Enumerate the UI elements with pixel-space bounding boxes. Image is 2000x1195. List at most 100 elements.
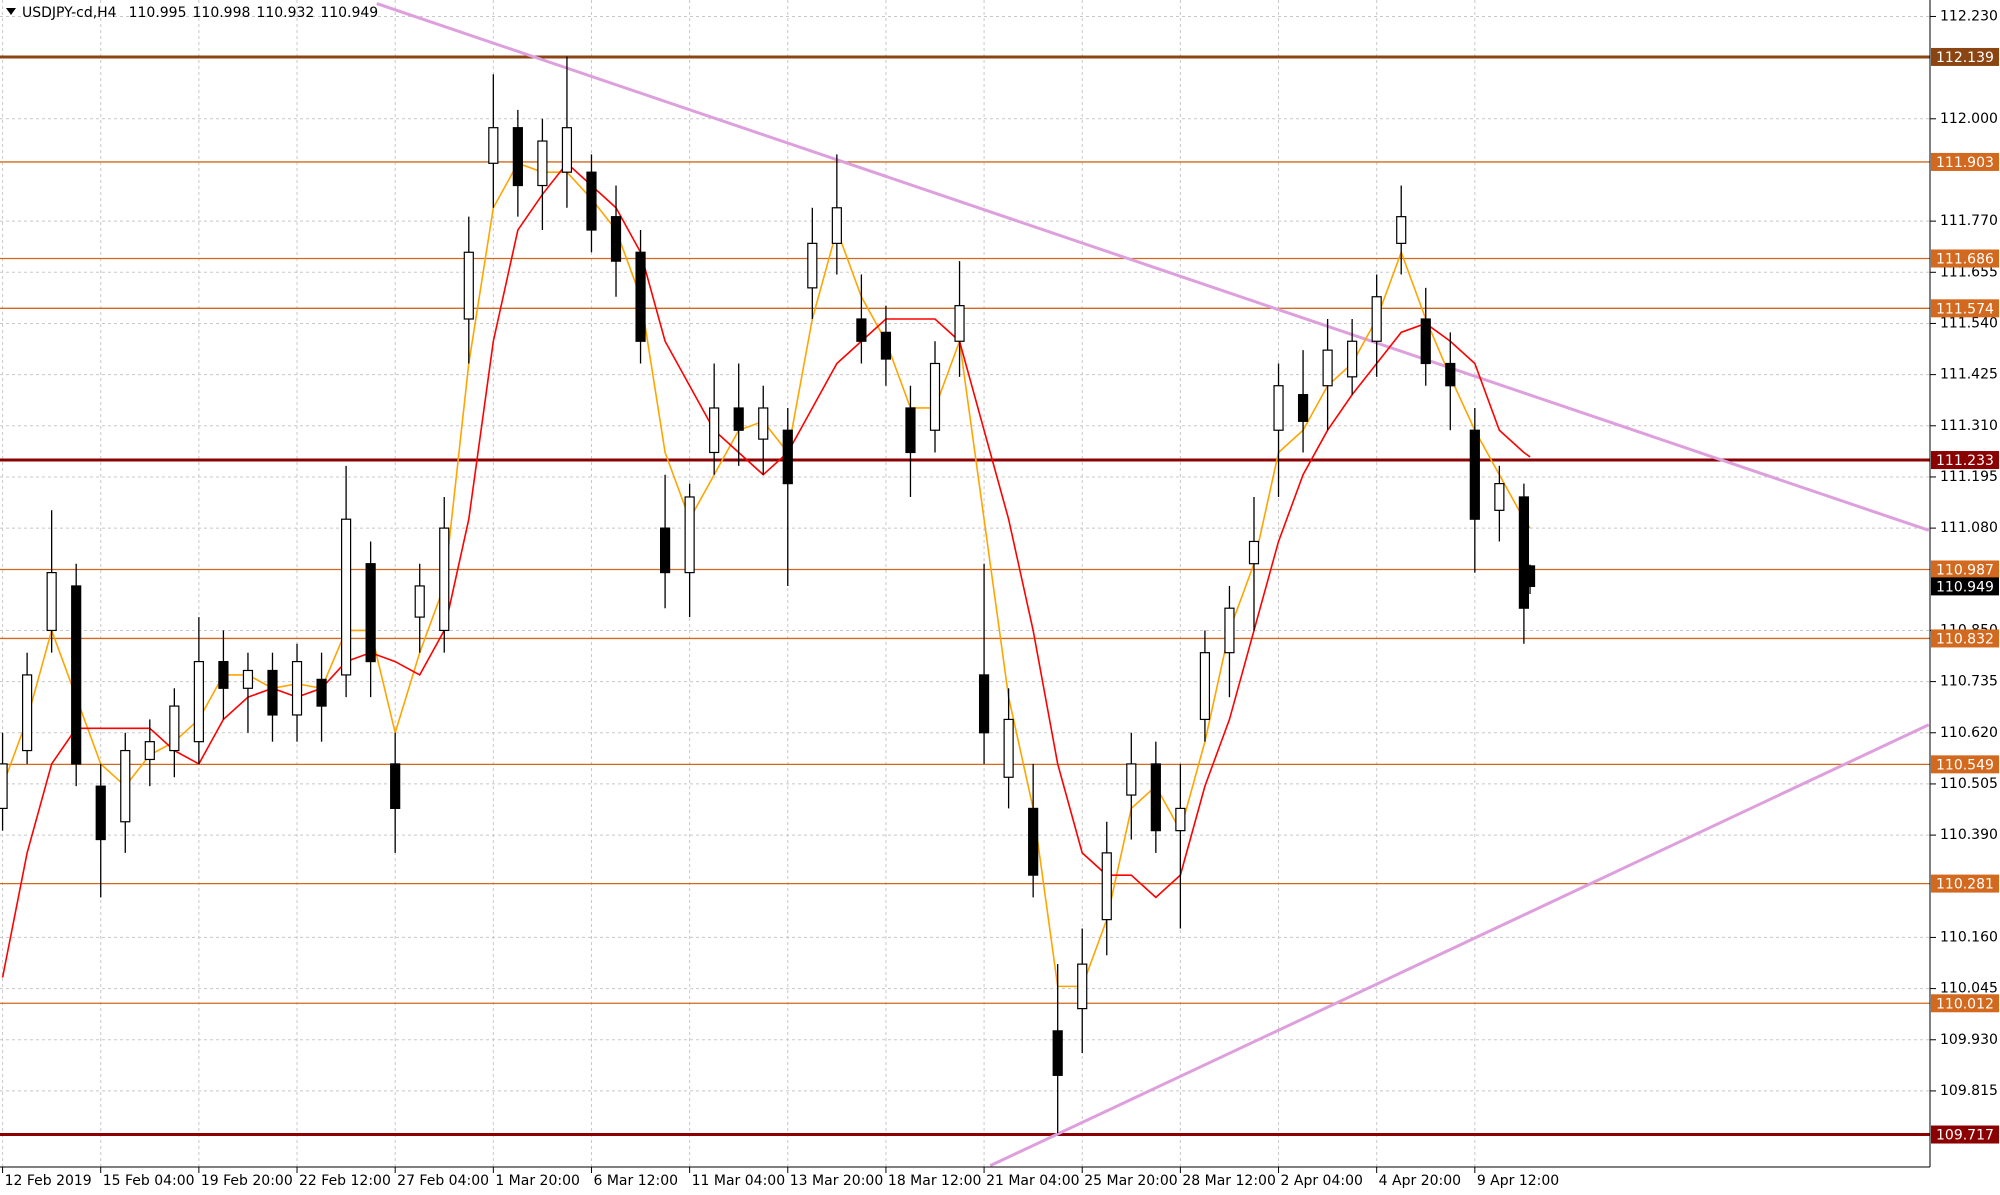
candle-body: [807, 242, 818, 289]
level-label: 110.832: [1936, 631, 1994, 647]
candle-body: [1175, 807, 1186, 832]
candle-body: [1371, 296, 1382, 342]
level-label-bg: [1931, 152, 1999, 171]
level-label-bg: [1931, 874, 1999, 893]
candle-body: [782, 429, 793, 485]
close-quote: 110.949: [320, 5, 378, 21]
candle-body: [1396, 216, 1407, 244]
candle-body: [635, 251, 646, 342]
candle-body: [1322, 349, 1333, 387]
candle-body: [267, 669, 278, 716]
candle-body: [929, 362, 941, 431]
x-tick-label: 15 Feb 04:00: [103, 1173, 195, 1189]
y-tick-label: 111.195: [1940, 469, 1998, 485]
x-tick-label: 18 Mar 12:00: [888, 1173, 981, 1189]
candle-body: [242, 669, 254, 689]
candle-body: [586, 171, 597, 231]
candle-body: [1077, 963, 1088, 1010]
x-tick-label: 13 Mar 20:00: [790, 1173, 883, 1189]
trendline: [989, 723, 1930, 1167]
candle-body: [1524, 565, 1536, 587]
y-tick-label: 111.310: [1940, 418, 1998, 434]
x-tick-label: 19 Feb 20:00: [201, 1173, 293, 1189]
candle-body: [95, 785, 106, 841]
level-label-bg: [1931, 47, 1999, 66]
candle-body: [365, 563, 376, 663]
candle-body: [880, 331, 892, 360]
candle-body: [341, 518, 352, 676]
candle-body: [1494, 483, 1505, 511]
x-tick-label: 22 Feb 12:00: [299, 1173, 391, 1189]
candle-body: [709, 407, 720, 454]
candle-body: [905, 407, 916, 454]
level-label-bg: [1931, 994, 1999, 1013]
candle-body: [0, 763, 8, 810]
low-quote: 110.932: [256, 5, 314, 21]
y-tick-label: 110.390: [1940, 827, 1998, 843]
candle-body: [463, 251, 474, 320]
high-quote: 110.998: [193, 5, 251, 21]
candle-body: [1420, 318, 1431, 365]
x-tick-label: 1 Mar 20:00: [495, 1173, 580, 1189]
candle-body: [831, 207, 842, 244]
candle-body: [1273, 385, 1284, 431]
level-label: 110.012: [1936, 996, 1994, 1012]
open-quote: 110.995: [129, 5, 187, 21]
x-tick-label: 25 Mar 20:00: [1084, 1173, 1177, 1189]
level-label-bg: [1931, 755, 1999, 774]
candle-body: [46, 571, 57, 632]
candle-body: [1224, 607, 1235, 654]
candle-body: [22, 674, 33, 752]
candle-body: [1518, 496, 1530, 609]
y-tick-label: 110.735: [1940, 674, 1998, 690]
y-tick-label: 111.080: [1940, 520, 1998, 536]
x-tick-label: 6 Mar 12:00: [593, 1173, 678, 1189]
candle-body: [169, 705, 180, 752]
y-tick-label: 110.160: [1940, 929, 1998, 945]
candle-body: [218, 660, 229, 689]
x-tick-label: 21 Mar 04:00: [986, 1173, 1079, 1189]
candle-body: [684, 496, 695, 574]
candle-body: [1199, 652, 1211, 721]
level-label-bg: [1931, 249, 1999, 268]
candle-body: [1150, 763, 1161, 832]
y-tick-label: 112.230: [1940, 8, 1998, 24]
y-tick-label: 112.000: [1940, 111, 1998, 127]
level-label: 110.549: [1936, 757, 1994, 773]
candle-body: [439, 527, 450, 632]
chart-header: USDJPY-cd,H4 110.995 110.998 110.932 110.949: [22, 5, 378, 21]
candle-body: [71, 585, 82, 765]
candle-body: [1248, 540, 1260, 565]
candle-body: [610, 216, 622, 262]
price-label-bg: [1931, 577, 1999, 596]
y-tick-label: 110.045: [1940, 981, 1998, 997]
candle-body: [1126, 763, 1137, 796]
candle-body: [1028, 807, 1039, 876]
candle-body: [1003, 718, 1014, 778]
x-tick-label: 11 Mar 04:00: [692, 1173, 785, 1189]
moving-average: [1, 162, 1531, 988]
candle-body: [390, 763, 401, 810]
candle-body: [659, 527, 671, 574]
level-label-bg: [1931, 560, 1999, 579]
y-tick-label: 111.425: [1940, 367, 1998, 383]
y-tick-label: 110.620: [1940, 725, 1998, 741]
level-label: 111.233: [1936, 453, 1994, 469]
level-label-bg: [1931, 299, 1999, 318]
y-tick-label: 111.770: [1940, 213, 1998, 229]
candle-body: [733, 407, 744, 431]
candle-body: [978, 674, 990, 734]
level-label: 112.139: [1936, 50, 1994, 66]
level-label: 109.717: [1936, 1128, 1994, 1144]
candle-body: [561, 127, 573, 173]
x-tick-label: 4 Apr 20:00: [1379, 1173, 1461, 1189]
y-tick-label: 111.655: [1940, 264, 1998, 280]
price-label: 110.949: [1936, 579, 1994, 595]
level-label-bg: [1931, 451, 1999, 470]
candle-body: [1101, 852, 1112, 921]
candle-body: [1469, 429, 1480, 520]
candle-body: [954, 305, 965, 342]
candle-body: [488, 127, 499, 164]
candle-body: [1347, 340, 1358, 378]
